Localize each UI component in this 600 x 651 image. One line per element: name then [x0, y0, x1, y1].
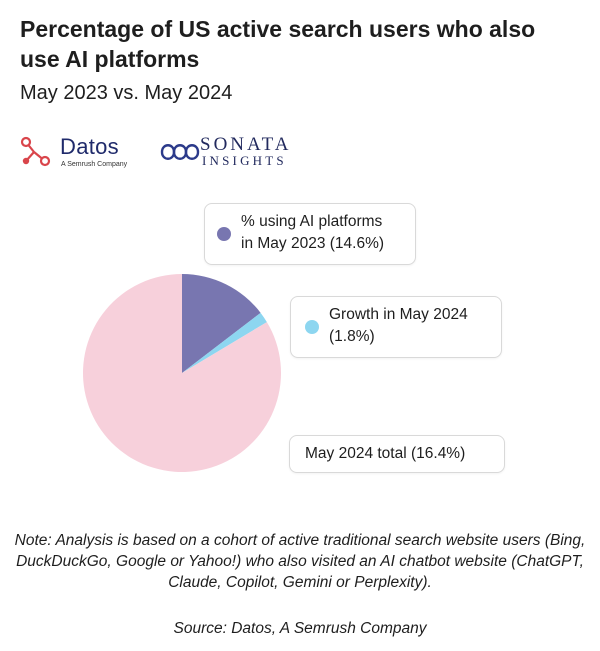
callout-growth-line2: (1.8%)	[329, 328, 375, 345]
callout-growth-2024: Growth in May 2024 (1.8%)	[290, 296, 502, 358]
sonata-logo-icon	[160, 144, 200, 160]
callout-may-2023-line2: in May 2023 (14.6%)	[241, 235, 385, 252]
callout-may-2023-line1: % using AI platforms	[241, 213, 383, 230]
sonata-logo-text: SONATA	[200, 134, 292, 155]
pie-slice-growth-2024	[182, 312, 267, 373]
callout-total-text: May 2024 total (16.4%)	[305, 445, 466, 462]
callout-may-2023: % using AI platforms in May 2023 (14.6%)	[204, 203, 416, 265]
legend-dot-growth	[305, 320, 319, 334]
pie-chart	[82, 274, 281, 472]
logo-row: Datos A Semrush Company SONATA INSIGHTS	[20, 134, 320, 174]
chart-subtitle: May 2023 vs. May 2024	[20, 82, 233, 104]
datos-logo-icon	[20, 136, 51, 167]
datos-logo-text: Datos	[60, 134, 119, 159]
callout-total-2024: May 2024 total (16.4%)	[289, 435, 505, 473]
pie-slice-remainder	[82, 274, 281, 472]
chart-title: Percentage of US active search users who…	[20, 16, 536, 72]
callout-growth-line1: Growth in May 2024	[329, 306, 468, 323]
footnote: Note: Analysis is based on a cohort of a…	[14, 532, 586, 591]
sonata-logo-subtext: INSIGHTS	[202, 153, 287, 168]
source-line: Source: Datos, A Semrush Company	[173, 620, 427, 637]
pie-slice-may-2023	[182, 274, 261, 373]
datos-logo-tagline: A Semrush Company	[61, 161, 128, 168]
legend-dot-may-2023	[217, 227, 231, 241]
